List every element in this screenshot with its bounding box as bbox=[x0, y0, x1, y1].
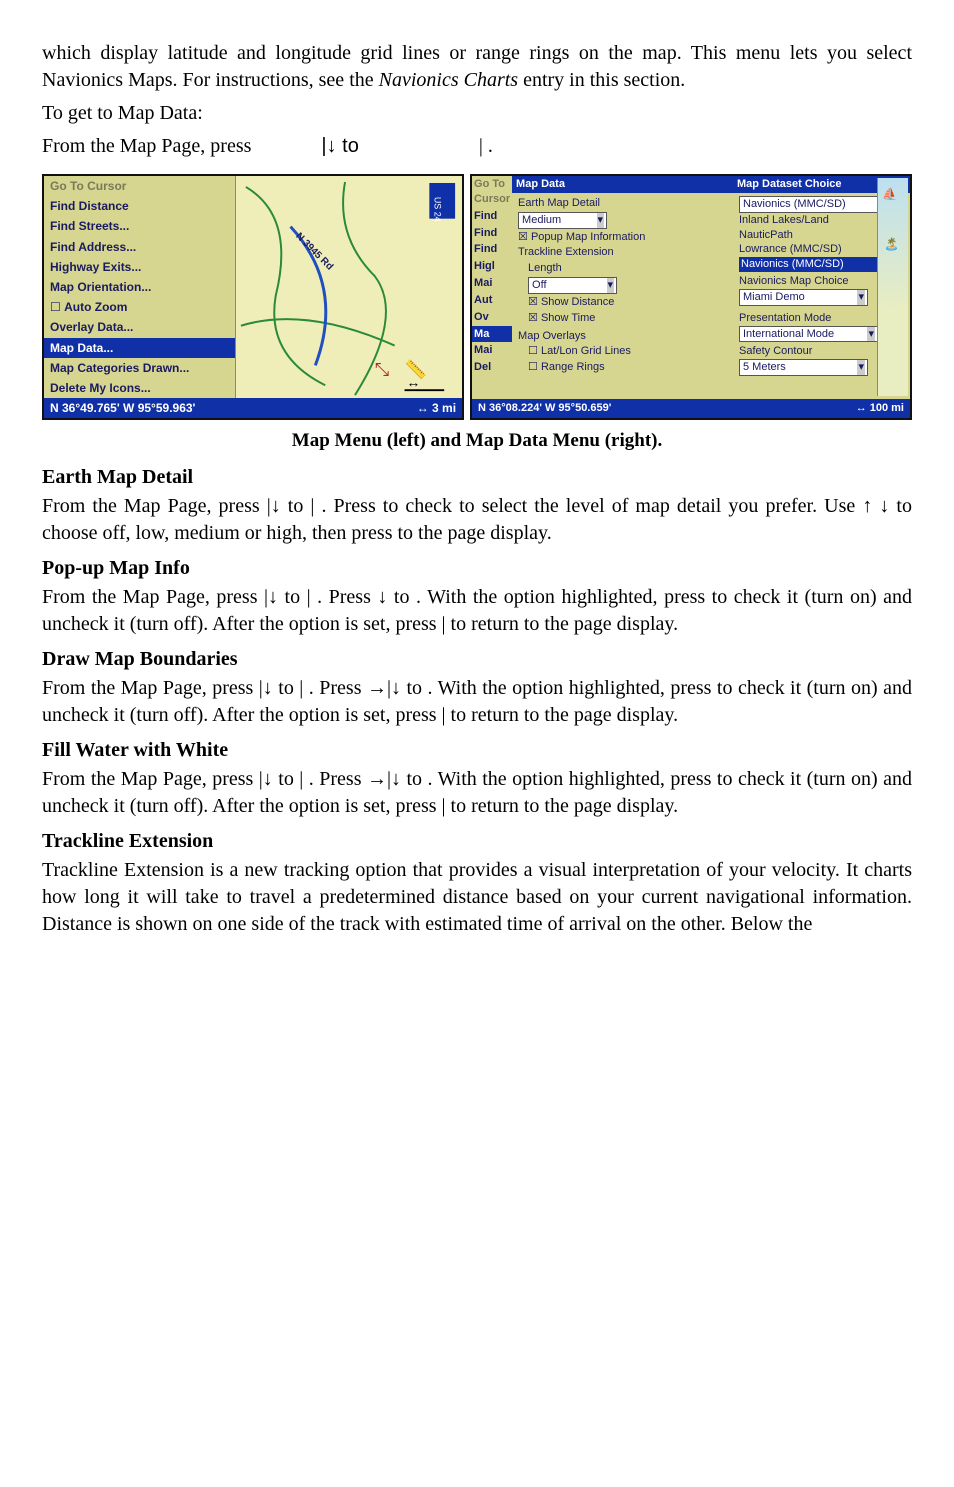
clip-8[interactable]: Ma bbox=[472, 326, 512, 343]
clip-4[interactable]: Higl bbox=[472, 258, 512, 275]
svg-text:🏝️: 🏝️ bbox=[884, 237, 899, 251]
menu-auto-zoom[interactable]: Auto Zoom bbox=[44, 297, 235, 317]
earth-detail-label: Earth Map Detail bbox=[518, 196, 727, 211]
nav-choice-dropdown[interactable]: Miami Demo bbox=[739, 289, 868, 306]
menu-delete-icons[interactable]: Delete My Icons... bbox=[44, 378, 235, 398]
earth-detail-dropdown[interactable]: Medium bbox=[518, 212, 607, 229]
intro-para-1: which display latitude and longitude gri… bbox=[42, 40, 912, 94]
popup-map-info-para: From the Map Page, press |↓ to | . Press… bbox=[42, 584, 912, 638]
menu-find-distance[interactable]: Find Distance bbox=[44, 196, 235, 216]
draw-map-boundaries-para: From the Map Page, press |↓ to | . Press… bbox=[42, 675, 912, 729]
intro-3b: |↓ to bbox=[321, 135, 358, 157]
svg-text:N 3945 Rd: N 3945 Rd bbox=[293, 231, 335, 273]
screenshot-right: Go To Cursor Find Find Find Higl Mai Aut… bbox=[470, 174, 912, 420]
presentation-mode-dropdown[interactable]: International Mode bbox=[739, 326, 878, 343]
menu-map-categories[interactable]: Map Categories Drawn... bbox=[44, 358, 235, 378]
clip-9[interactable]: Mai bbox=[472, 342, 512, 359]
clip-2[interactable]: Find bbox=[472, 225, 512, 242]
menu-map-orientation[interactable]: Map Orientation... bbox=[44, 277, 235, 297]
menu-highway-exits[interactable]: Highway Exits... bbox=[44, 257, 235, 277]
trackline-label: Trackline Extension bbox=[518, 245, 727, 260]
left-status-scale: ↔ 3 mi bbox=[417, 400, 456, 416]
range-rings-checkbox[interactable]: ☐ Range Rings bbox=[528, 360, 727, 375]
clip-7[interactable]: Ov bbox=[472, 309, 512, 326]
clip-6[interactable]: Aut bbox=[472, 292, 512, 309]
draw-map-boundaries-heading: Draw Map Boundaries bbox=[42, 646, 912, 673]
fill-water-white-para: From the Map Page, press |↓ to | . Press… bbox=[42, 766, 912, 820]
show-distance-checkbox[interactable]: ☒ Show Distance bbox=[528, 295, 727, 310]
intro-text-1-end: entry in this section. bbox=[518, 69, 685, 91]
trackline-extension-para: Trackline Extension is a new tracking op… bbox=[42, 857, 912, 938]
safety-contour-dropdown[interactable]: 5 Meters bbox=[739, 359, 868, 376]
trackline-extension-heading: Trackline Extension bbox=[42, 828, 912, 855]
menu-go-to-cursor[interactable]: Go To Cursor bbox=[44, 176, 235, 196]
right-status-bar: N 36°08.224' W 95°50.659' ↔ 100 mi bbox=[472, 399, 910, 418]
right-status-scale: ↔ 100 mi bbox=[856, 401, 904, 416]
right-map-icon: ⛵ 🏝️ bbox=[878, 178, 908, 396]
left-status-coords: N 36°49.765' W 95°59.963' bbox=[50, 400, 195, 416]
latlon-grid-checkbox[interactable]: ☐ Lat/Lon Grid Lines bbox=[528, 344, 727, 359]
svg-text:US 24: US 24 bbox=[432, 197, 442, 222]
screenshot-left: Go To Cursor Find Distance Find Streets.… bbox=[42, 174, 464, 420]
clip-1[interactable]: Find bbox=[472, 208, 512, 225]
map-data-header: Map Data bbox=[512, 176, 733, 193]
left-map-area: N 3945 Rd ⤡ 📏 US 24 ↔ bbox=[236, 176, 462, 418]
intro-para-3: From the Map Page, press |↓ to | . bbox=[42, 133, 912, 160]
clip-0[interactable]: Go To Cursor bbox=[472, 176, 512, 208]
figure-wrap: Go To Cursor Find Distance Find Streets.… bbox=[42, 174, 912, 420]
right-map-sliver: ⛵ 🏝️ bbox=[877, 178, 908, 396]
intro-3a: From the Map Page, press bbox=[42, 135, 256, 157]
right-clip-menu: Go To Cursor Find Find Find Higl Mai Aut… bbox=[472, 176, 512, 418]
popup-info-checkbox[interactable]: ☒ Popup Map Information bbox=[518, 230, 727, 245]
intro-3c: | . bbox=[479, 135, 493, 157]
popup-map-info-heading: Pop-up Map Info bbox=[42, 555, 912, 582]
left-menu: Go To Cursor Find Distance Find Streets.… bbox=[44, 176, 236, 418]
dataset-dropdown[interactable]: Navionics (MMC/SD) bbox=[739, 196, 888, 213]
trackline-length-dropdown[interactable]: Off bbox=[528, 277, 617, 294]
clip-3[interactable]: Find bbox=[472, 241, 512, 258]
overlays-label: Map Overlays bbox=[518, 329, 727, 344]
svg-text:⤡: ⤡ bbox=[375, 359, 389, 379]
left-status-bar: N 36°49.765' W 95°59.963' ↔ 3 mi bbox=[44, 398, 462, 418]
menu-find-streets[interactable]: Find Streets... bbox=[44, 216, 235, 236]
right-status-coords: N 36°08.224' W 95°50.659' bbox=[478, 401, 611, 416]
menu-find-address[interactable]: Find Address... bbox=[44, 237, 235, 257]
show-time-checkbox[interactable]: ☒ Show Time bbox=[528, 311, 727, 326]
earth-map-detail-para: From the Map Page, press |↓ to | . Press… bbox=[42, 493, 912, 547]
intro-para-2: To get to Map Data: bbox=[42, 100, 912, 127]
clip-5[interactable]: Mai bbox=[472, 275, 512, 292]
svg-text:⛵: ⛵ bbox=[882, 187, 897, 201]
figure-caption: Map Menu (left) and Map Data Menu (right… bbox=[42, 428, 912, 454]
left-map-svg: N 3945 Rd ⤡ 📏 US 24 ↔ bbox=[236, 176, 462, 418]
clip-10[interactable]: Del bbox=[472, 359, 512, 376]
svg-text:↔: ↔ bbox=[407, 374, 421, 390]
trackline-length-label: Length bbox=[528, 261, 727, 276]
earth-map-detail-heading: Earth Map Detail bbox=[42, 464, 912, 491]
intro-italic: Navionics Charts bbox=[379, 69, 518, 91]
fill-water-white-heading: Fill Water with White bbox=[42, 737, 912, 764]
menu-overlay-data[interactable]: Overlay Data... bbox=[44, 317, 235, 337]
menu-map-data[interactable]: Map Data... bbox=[44, 338, 235, 358]
map-data-panel: Map Data Earth Map Detail Medium ☒ Popup… bbox=[512, 176, 733, 418]
